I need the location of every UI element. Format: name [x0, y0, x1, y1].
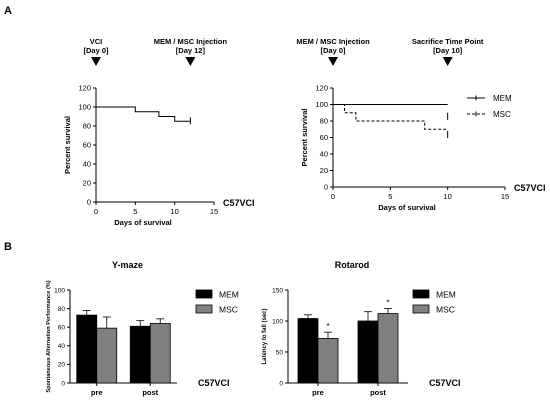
y-tick-label: 0 [87, 198, 91, 207]
x-tick-label: 15 [501, 192, 509, 201]
bar-msc [317, 337, 339, 384]
y-tick-label: 150 [272, 287, 283, 294]
y-tick-label: 20 [58, 362, 66, 369]
annotation-line1: MEM / MSC Injection [154, 37, 228, 46]
bar-msc [96, 327, 118, 384]
legend-swatch-mem [412, 289, 430, 299]
y-axis-label: Percent survival [63, 116, 72, 174]
legend-swatch-mem [195, 289, 213, 299]
annotation-line1: VCI [90, 37, 103, 46]
annotation-arrow-icon [91, 57, 101, 66]
survival-chart-right: 0 20 40 60 80 100 120 0 5 10 15 Days of survival Per… [296, 37, 545, 212]
legend-label-msc: MSC [493, 110, 511, 119]
legend-label-mem: MEM [436, 290, 456, 300]
x-tick-label: post [142, 388, 158, 397]
bar-msc [149, 323, 171, 384]
y-tick-label: 120 [315, 84, 328, 93]
x-tick-label: 0 [331, 192, 335, 201]
y-tick-label: 60 [58, 325, 66, 332]
legend-label-msc: MSC [436, 305, 455, 315]
x-tick-label: pre [312, 388, 324, 397]
annotation-arrow-icon [185, 57, 196, 66]
annotation-line2: [Day 12] [176, 46, 206, 55]
survival-curve-msc [333, 104, 448, 130]
bar-msc [377, 313, 399, 384]
legend-label-msc: MSC [219, 305, 238, 315]
strain-label: C57VCI [198, 378, 230, 388]
strain-label: C57VCI [514, 183, 546, 193]
y-tick-label: 0 [279, 380, 283, 387]
annotation-line2: [Day 0] [320, 46, 346, 55]
significance-marker: * [326, 322, 329, 331]
y-tick-label: 80 [58, 306, 66, 313]
bar-mem [76, 314, 98, 384]
bar-mem [357, 320, 379, 384]
annotation-arrow-icon [442, 57, 453, 66]
legend-swatch-msc [412, 304, 430, 314]
strain-label: C57VCI [429, 378, 461, 388]
y-tick-label: 60 [320, 133, 328, 142]
y-tick-label: 100 [54, 287, 65, 294]
y-tick-label: 80 [320, 117, 328, 126]
x-axis-label: Days of survival [378, 203, 436, 212]
survival-curve [96, 106, 191, 122]
y-tick-label: 40 [58, 343, 66, 350]
x-tick-label: 5 [388, 192, 392, 201]
x-tick-label: 15 [210, 207, 218, 216]
y-tick-label: 80 [83, 122, 91, 131]
x-tick-label: 10 [170, 207, 178, 216]
annotation-line1: MEM / MSC Injection [296, 37, 370, 46]
chart-title: Y-maze [112, 260, 143, 270]
x-tick-label: post [370, 388, 386, 397]
y-tick-label: 100 [315, 100, 328, 109]
annotation-line1: Sacrifice Time Point [412, 37, 484, 46]
annotation-arrow-icon [328, 57, 338, 66]
y-tick-label: 100 [272, 318, 283, 325]
x-tick-label: pre [91, 388, 103, 397]
legend-swatch-msc [195, 304, 213, 314]
legend-label-mem: MEM [493, 94, 512, 103]
annotation-line2: [Day 10] [433, 46, 463, 55]
legend-label-mem: MEM [219, 290, 239, 300]
y-tick-label: 60 [83, 141, 91, 150]
y-axis-label: Latency to fall (sec) [262, 308, 268, 364]
survival-chart-left: 0 20 40 60 80 100 120 0 5 10 15 Days of survival Per… [63, 37, 255, 227]
x-tick-label: 10 [443, 192, 451, 201]
y-tick-label: 120 [78, 84, 91, 93]
y-tick-label: 100 [78, 103, 91, 112]
y-tick-label: 20 [320, 166, 328, 175]
y-axis-label: Spontaneous Alternation Performance (%) [46, 280, 52, 392]
annotation-line2: [Day 0] [83, 46, 109, 55]
x-tick-label: 5 [133, 207, 137, 216]
strain-label: C57VCI [223, 198, 255, 208]
y-axis-label: Percent survival [300, 109, 309, 167]
significance-marker: * [386, 299, 389, 308]
bar-mem [297, 318, 319, 384]
chart-title: Rotarod [335, 260, 370, 270]
rotarod-bar-chart: Rotarod 0 50 100 150 Latency to fall (sec) pre… [262, 260, 461, 397]
x-tick-label: 0 [94, 207, 98, 216]
y-tick-label: 40 [320, 150, 328, 159]
y-tick-label: 0 [324, 183, 328, 192]
y-tick-label: 40 [83, 160, 91, 169]
y-tick-label: 20 [83, 179, 91, 188]
y-tick-label: 50 [276, 349, 284, 356]
y-tick-label: 0 [61, 380, 65, 387]
bar-mem [129, 325, 151, 384]
panel-label-a: A [4, 5, 12, 17]
panel-label-b: B [4, 241, 12, 253]
x-axis-label: Days of survival [114, 218, 172, 227]
